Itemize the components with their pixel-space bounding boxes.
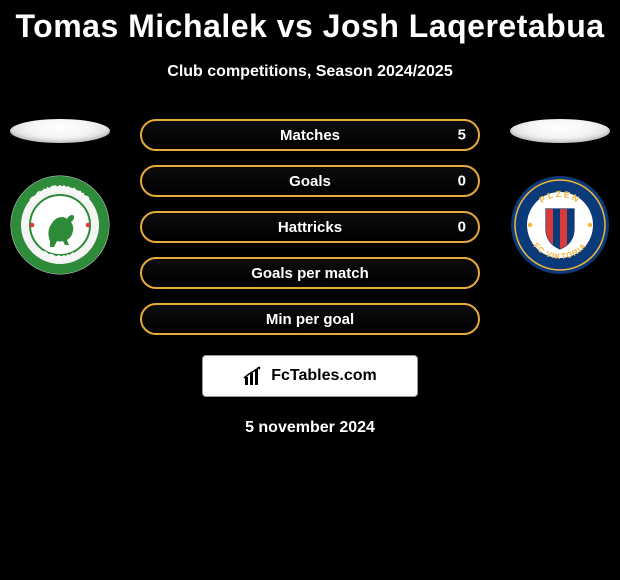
stat-value-right: 5 [458,127,466,144]
branding-box: FcTables.com [202,355,418,397]
stats-list: Matches 5 Goals 0 Hattricks 0 Goals per match M… [140,119,480,335]
subtitle: Club competitions, Season 2024/2025 [0,63,620,81]
left-team-crest: BOHEMIANS PRAHA [10,175,110,275]
branding-text: FcTables.com [271,367,377,385]
page-title: Tomas Michalek vs Josh Laqeretabua [0,0,620,45]
bar-chart-icon [243,365,265,387]
stat-label: Goals per match [251,265,369,282]
bohemians-crest-icon: BOHEMIANS PRAHA [10,175,110,275]
footer-date: 5 november 2024 [0,419,620,437]
stat-bar: Goals per match [140,257,480,289]
stat-bar: Goals 0 [140,165,480,197]
comparison-content: BOHEMIANS PRAHA PLZEN [0,119,620,437]
stat-label: Hattricks [278,219,342,236]
left-oval-platform [10,119,110,143]
right-team-crest: PLZEN FC VIKTORIA [510,175,610,275]
stat-value-right: 0 [458,173,466,190]
viktoria-plzen-crest-icon: PLZEN FC VIKTORIA [510,175,610,275]
stat-label: Matches [280,127,340,144]
right-oval-platform [510,119,610,143]
stat-bar: Matches 5 [140,119,480,151]
right-team-column: PLZEN FC VIKTORIA [500,119,620,275]
stat-bar: Min per goal [140,303,480,335]
stat-label: Min per goal [266,311,354,328]
left-team-column: BOHEMIANS PRAHA [0,119,120,275]
stat-label: Goals [289,173,331,190]
stat-bar: Hattricks 0 [140,211,480,243]
stat-value-right: 0 [458,219,466,236]
